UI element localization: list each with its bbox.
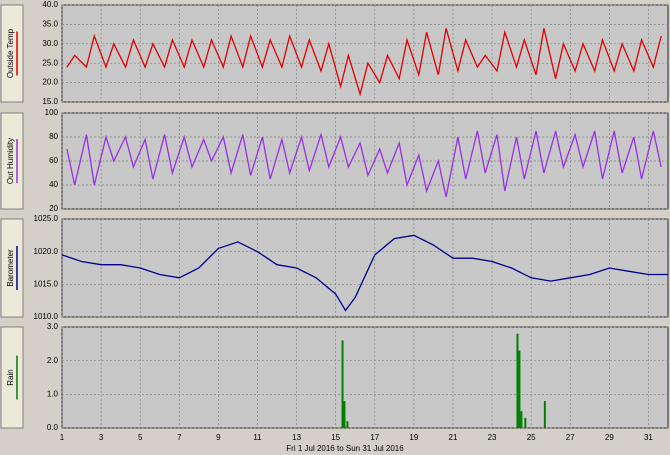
plot-area xyxy=(61,326,669,429)
y-tick-label: 80 xyxy=(49,132,58,141)
rain-bar xyxy=(343,401,346,428)
y-tick-label: 40.0 xyxy=(42,0,58,9)
y-tick-label: 1010.0 xyxy=(34,312,59,321)
x-tick-label: 17 xyxy=(370,433,379,442)
label-box xyxy=(0,218,24,318)
y-tick-label: 40 xyxy=(49,180,58,189)
y-axis-label: Out Humidity xyxy=(6,138,15,184)
x-tick-label: 11 xyxy=(253,433,262,442)
x-tick-label: 3 xyxy=(99,433,104,442)
rain-bar xyxy=(346,421,349,428)
x-tick-label: 9 xyxy=(216,433,221,442)
plot-area xyxy=(61,218,669,318)
x-tick-label: 15 xyxy=(331,433,340,442)
rain-bar xyxy=(524,417,527,428)
plot-area xyxy=(61,4,669,103)
y-tick-label: 1025.0 xyxy=(34,214,59,223)
x-tick-label: 19 xyxy=(409,433,418,442)
y-axis-label: Rain xyxy=(6,369,15,385)
x-tick-label: 13 xyxy=(292,433,301,442)
y-axis-label: Outside Temp xyxy=(6,28,15,78)
y-tick-label: 20.0 xyxy=(42,78,58,87)
data-line xyxy=(66,28,662,97)
x-tick-label: 31 xyxy=(644,433,653,442)
rain-bar xyxy=(543,401,546,428)
x-tick-label: 29 xyxy=(605,433,614,442)
rain-bar xyxy=(516,333,519,428)
y-tick-label: 60 xyxy=(49,156,58,165)
y-tick-label: 35.0 xyxy=(42,20,58,29)
x-tick-label: 5 xyxy=(138,433,143,442)
data-line xyxy=(66,130,662,198)
y-tick-label: 1.0 xyxy=(47,389,59,398)
y-tick-label: 100 xyxy=(45,108,59,117)
x-tick-label: 23 xyxy=(488,433,497,442)
label-box xyxy=(0,326,24,429)
y-tick-label: 25.0 xyxy=(42,58,58,67)
x-tick-label: 1 xyxy=(60,433,65,442)
x-tick-label: 7 xyxy=(177,433,182,442)
label-box xyxy=(0,4,24,103)
rain-bar xyxy=(520,411,523,428)
rain-bar xyxy=(341,340,344,428)
label-box xyxy=(0,112,24,210)
y-tick-label: 0.0 xyxy=(47,423,59,432)
rain-bar xyxy=(518,350,521,428)
x-tick-label: 27 xyxy=(566,433,575,442)
y-tick-label: 15.0 xyxy=(42,97,58,106)
x-tick-label: 21 xyxy=(449,433,458,442)
y-tick-label: 30.0 xyxy=(42,39,58,48)
y-tick-label: 2.0 xyxy=(47,356,59,365)
y-tick-label: 3.0 xyxy=(47,322,59,331)
x-tick-label: 25 xyxy=(527,433,536,442)
y-tick-label: 1015.0 xyxy=(34,279,59,288)
y-tick-label: 20 xyxy=(49,204,58,213)
y-tick-label: 1020.0 xyxy=(34,247,59,256)
y-axis-label: Barometer xyxy=(6,249,15,287)
date-range: Fri 1 Jul 2016 to Sun 31 Jul 2016 xyxy=(286,444,404,453)
data-line xyxy=(61,234,668,312)
